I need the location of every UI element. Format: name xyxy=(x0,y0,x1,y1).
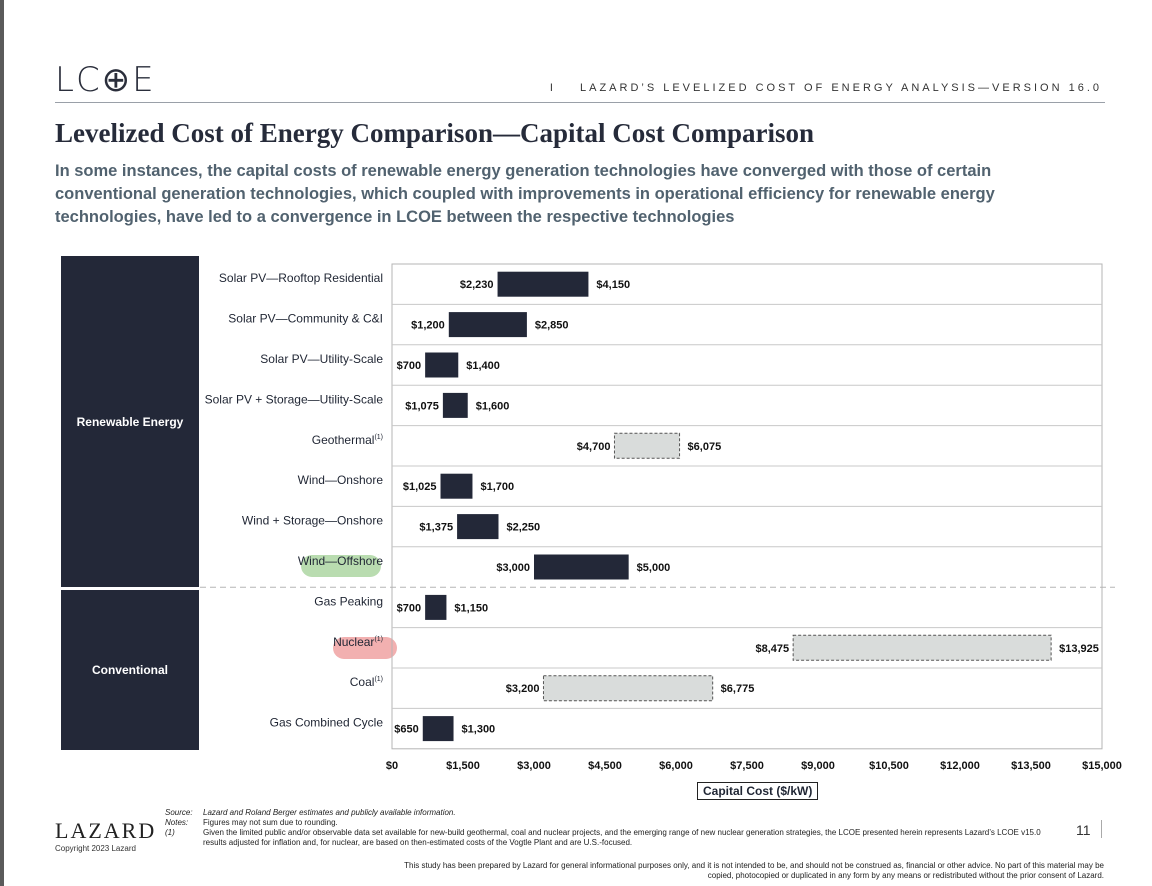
lcoe-logo: LC⊕E xyxy=(55,60,156,100)
page-title: Levelized Cost of Energy Comparison—Capi… xyxy=(55,118,814,148)
notes-text: Figures may not sum due to rounding. xyxy=(203,818,338,827)
row-label: Wind—Offshore xyxy=(298,554,383,568)
report-header-separator: I xyxy=(549,82,556,94)
highlight-nuclear xyxy=(333,637,397,659)
low-value-label: $3,200 xyxy=(506,683,540,695)
report-header: I LAZARD’S LEVELIZED COST OF ENERGY ANAL… xyxy=(550,82,1102,94)
x-tick-label: $1,500 xyxy=(446,760,480,772)
low-value-label: $3,000 xyxy=(496,562,530,574)
high-value-label: $13,925 xyxy=(1059,643,1099,655)
source-label: Source: xyxy=(165,808,193,817)
note1-text: Given the limited public and/or observab… xyxy=(203,828,1041,847)
x-tick-label: $10,500 xyxy=(869,760,909,772)
range-bar xyxy=(422,716,454,742)
high-value-label: $2,250 xyxy=(507,522,541,534)
notes-label: Notes: xyxy=(165,818,189,827)
row-label: Coal(1) xyxy=(350,675,383,689)
page-number: 11 xyxy=(1076,822,1091,838)
row-label: Solar PV—Rooftop Residential xyxy=(219,271,383,285)
low-value-label: $700 xyxy=(397,360,421,372)
row-label-superscript: (1) xyxy=(374,434,383,441)
range-bar xyxy=(448,312,527,338)
category-renewable-energy: Renewable Energy xyxy=(61,256,199,587)
low-value-label: $700 xyxy=(397,602,421,614)
low-value-label: $1,375 xyxy=(419,522,453,534)
x-tick-label: $9,000 xyxy=(801,760,835,772)
high-value-label: $4,150 xyxy=(596,279,630,291)
range-bar xyxy=(425,352,459,378)
disclaimer: This study has been prepared by Lazard f… xyxy=(404,861,1104,880)
x-tick-label: $12,000 xyxy=(940,760,980,772)
range-bar xyxy=(440,473,473,499)
low-value-label: $1,025 xyxy=(403,481,437,493)
x-axis-title: Capital Cost ($/kW) xyxy=(697,782,819,800)
page-edge xyxy=(0,0,4,886)
low-value-label: $8,475 xyxy=(755,643,789,655)
high-value-label: $6,775 xyxy=(721,683,755,695)
x-tick-label: $4,500 xyxy=(588,760,622,772)
range-bar xyxy=(613,432,681,459)
x-tick-label: $6,000 xyxy=(659,760,693,772)
high-value-label: $1,700 xyxy=(480,481,514,493)
page-number-rule xyxy=(1101,820,1102,838)
copyright: Copyright 2023 Lazard xyxy=(55,844,136,853)
range-bar xyxy=(425,594,447,620)
note1-label: (1) xyxy=(165,828,175,837)
high-value-label: $1,400 xyxy=(466,360,500,372)
low-value-label: $2,230 xyxy=(460,279,494,291)
high-value-label: $5,000 xyxy=(637,562,671,574)
header-rule xyxy=(55,102,1105,103)
low-value-label: $1,075 xyxy=(405,400,439,412)
x-tick-label: $7,500 xyxy=(730,760,764,772)
x-tick-label: $0 xyxy=(386,760,398,772)
range-bar xyxy=(497,271,589,297)
range-bar xyxy=(542,675,714,702)
range-bar xyxy=(457,514,499,540)
high-value-label: $1,600 xyxy=(476,400,510,412)
high-value-label: $1,150 xyxy=(454,602,488,614)
lazard-logo: LAZARD xyxy=(55,818,157,843)
high-value-label: $1,300 xyxy=(462,724,496,736)
row-label: Solar PV + Storage—Utility-Scale xyxy=(205,392,384,406)
range-bar xyxy=(792,634,1052,661)
category-conventional: Conventional xyxy=(61,590,199,750)
row-label: Wind—Onshore xyxy=(298,473,384,487)
source-text: Lazard and Roland Berger estimates and p… xyxy=(203,808,456,817)
page-subtitle: In some instances, the capital costs of … xyxy=(55,162,995,226)
x-tick-label: $15,000 xyxy=(1082,760,1122,772)
report-header-title: LAZARD’S LEVELIZED COST OF ENERGY ANALYS… xyxy=(579,82,1102,94)
row-label: Geothermal(1) xyxy=(312,433,383,447)
x-tick-label: $3,000 xyxy=(517,760,551,772)
range-bar xyxy=(442,392,468,418)
x-tick-label: $13,500 xyxy=(1011,760,1051,772)
row-label: Solar PV—Utility-Scale xyxy=(260,352,383,366)
low-value-label: $650 xyxy=(394,724,418,736)
high-value-label: $2,850 xyxy=(535,320,569,332)
high-value-label: $6,075 xyxy=(688,441,722,453)
row-label: Gas Combined Cycle xyxy=(270,716,384,730)
row-label-superscript: (1) xyxy=(374,676,383,683)
footnotes: Source: Lazard and Roland Berger estimate… xyxy=(165,808,1045,848)
row-label: Nuclear(1) xyxy=(333,635,383,649)
range-bar xyxy=(534,554,629,580)
row-label: Wind + Storage—Onshore xyxy=(242,514,383,528)
highlight-wind-offshore xyxy=(301,555,381,577)
low-value-label: $4,700 xyxy=(577,441,611,453)
low-value-label: $1,200 xyxy=(411,320,445,332)
row-label: Solar PV—Community & C&I xyxy=(228,312,383,326)
row-label-superscript: (1) xyxy=(374,636,383,643)
row-label: Gas Peaking xyxy=(314,594,383,608)
